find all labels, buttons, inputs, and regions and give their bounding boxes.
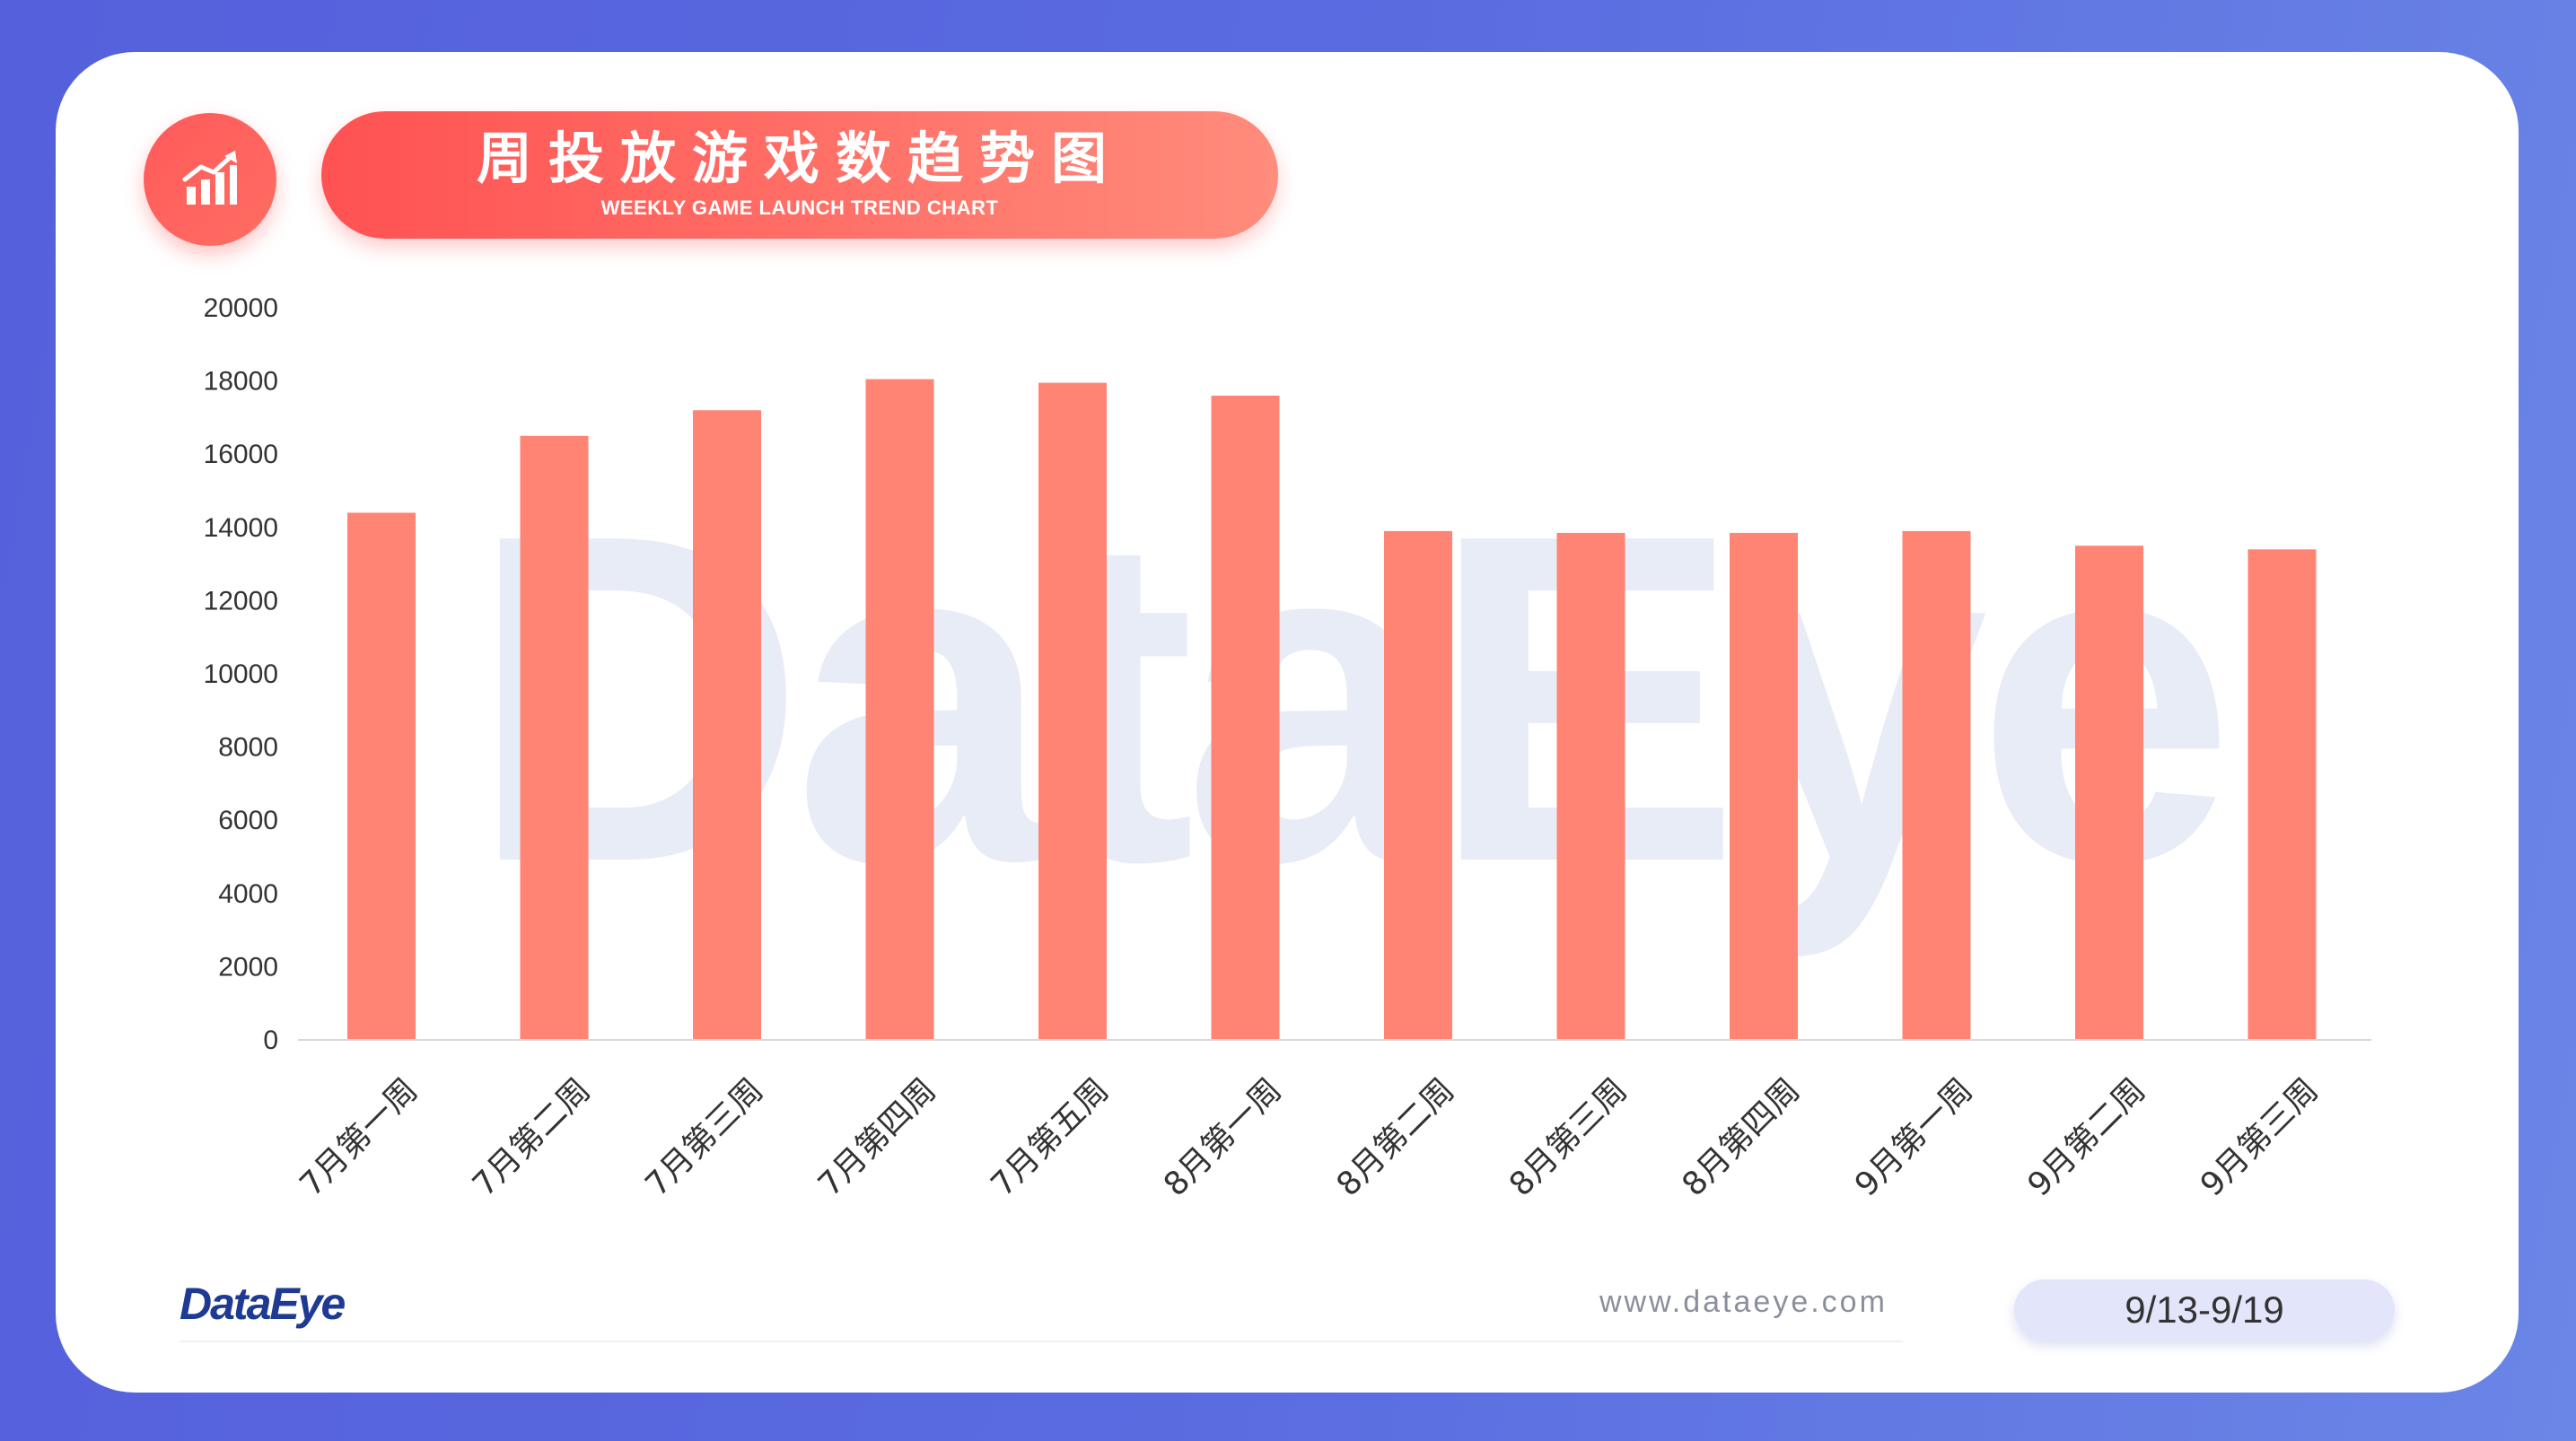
x-tick-label: 9月第二周 bbox=[2020, 1071, 2152, 1203]
y-tick-label: 10000 bbox=[204, 659, 278, 689]
bar bbox=[520, 435, 589, 1040]
bar bbox=[865, 379, 934, 1040]
x-tick-label: 9月第一周 bbox=[1848, 1071, 1980, 1203]
bar bbox=[347, 512, 416, 1040]
y-tick-label: 16000 bbox=[204, 440, 278, 469]
title-banner: 周投放游戏数趋势图 WEEKLY GAME LAUNCH TREND CHART bbox=[321, 111, 1278, 239]
x-axis: 7月第一周 7月第二周 7月第三周 7月第四周 7月第五周 8月第一周 8月第二周 8月第三周… bbox=[293, 1039, 2371, 1203]
y-tick-label: 4000 bbox=[218, 879, 278, 909]
x-tick-label: 8月第二周 bbox=[1329, 1071, 1461, 1203]
y-tick-label: 8000 bbox=[218, 733, 278, 763]
bar bbox=[1211, 395, 1280, 1040]
y-tick-label: 20000 bbox=[204, 293, 278, 323]
x-tick-label: 8月第一周 bbox=[1157, 1071, 1289, 1203]
footer-divider bbox=[180, 1341, 1903, 1342]
bar-chart-trend-icon bbox=[144, 113, 276, 246]
bars bbox=[347, 379, 2317, 1040]
bar bbox=[1556, 532, 1625, 1040]
bar bbox=[1384, 530, 1452, 1040]
dataeye-logo: DataEye bbox=[180, 1279, 346, 1329]
chart-card: 周投放游戏数趋势图 WEEKLY GAME LAUNCH TREND CHART… bbox=[56, 52, 2519, 1393]
website-link[interactable]: www.dataeye.com bbox=[1599, 1285, 1888, 1319]
bar bbox=[1902, 530, 1971, 1040]
y-tick-label: 18000 bbox=[204, 367, 278, 397]
y-tick-label: 6000 bbox=[218, 806, 278, 835]
x-tick-label: 7月第五周 bbox=[984, 1071, 1116, 1203]
bar bbox=[1730, 532, 1798, 1040]
x-tick-label: 7月第二周 bbox=[466, 1071, 598, 1203]
x-tick-label: 9月第三周 bbox=[2194, 1071, 2326, 1203]
y-tick-label: 14000 bbox=[204, 513, 278, 543]
bar bbox=[2075, 546, 2143, 1040]
bar bbox=[1038, 382, 1107, 1040]
bar bbox=[693, 410, 761, 1040]
x-tick-label: 7月第一周 bbox=[293, 1071, 425, 1203]
x-tick-label: 7月第三周 bbox=[638, 1071, 770, 1203]
bar bbox=[2247, 549, 2317, 1040]
x-tick-label: 8月第四周 bbox=[1675, 1071, 1807, 1203]
x-tick-label: 8月第三周 bbox=[1503, 1071, 1634, 1203]
y-tick-label: 12000 bbox=[204, 586, 278, 616]
y-axis: 0 2000 4000 6000 8000 10000 12000 14000 16000 180… bbox=[204, 293, 278, 1055]
chart-title: 周投放游戏数趋势图 bbox=[476, 126, 1123, 191]
y-tick-label: 0 bbox=[263, 1026, 278, 1055]
bar-chart: DataEye 02000400060008000100001200014000… bbox=[204, 293, 2371, 1203]
chart-subtitle: WEEKLY GAME LAUNCH TREND CHART bbox=[600, 196, 999, 219]
x-tick-label: 7月第四周 bbox=[811, 1071, 943, 1203]
date-range-badge: 9/13-9/19 bbox=[2014, 1279, 2395, 1341]
y-tick-label: 2000 bbox=[218, 952, 278, 982]
